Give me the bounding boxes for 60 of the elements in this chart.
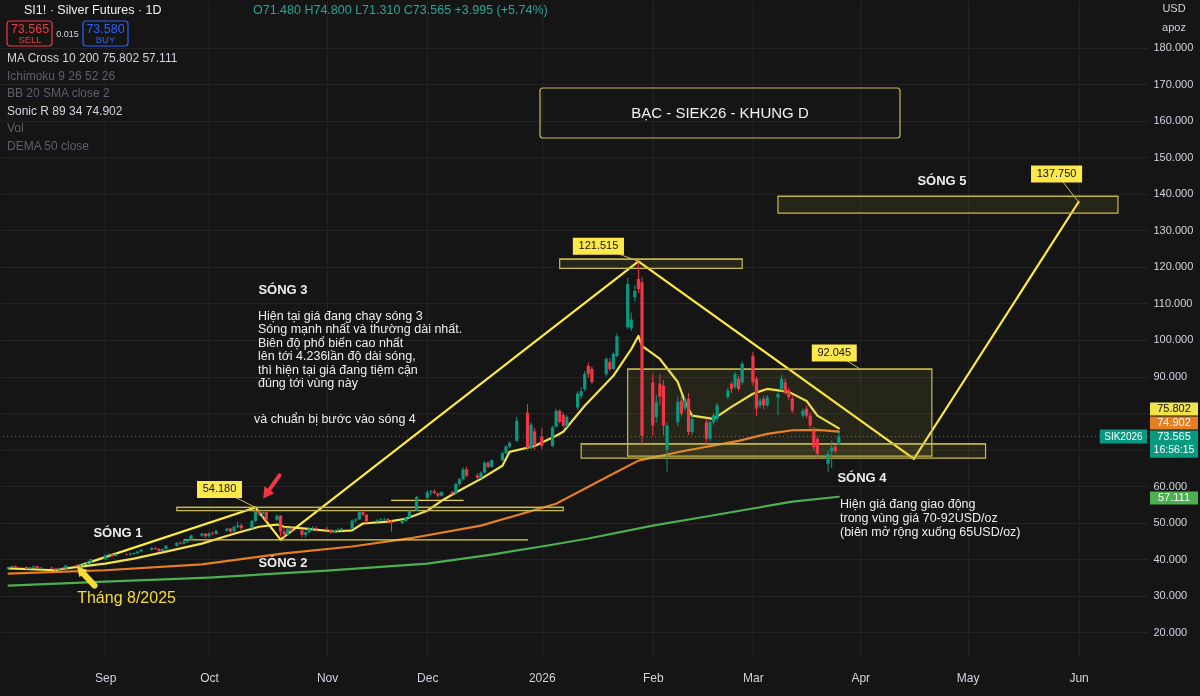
- annotation: và chuẩn bị bước vào sóng 4: [254, 412, 416, 426]
- y-tick-label: 40.000: [1153, 552, 1188, 565]
- annotation: SÓNG 4: [837, 470, 888, 485]
- x-tick-label: Jun: [1069, 670, 1089, 685]
- annotation: Ichimoku 9 26 52 26: [7, 69, 116, 83]
- annotation: SÓNG 2: [258, 555, 308, 570]
- text: 57.111: [1157, 491, 1191, 503]
- annotation: O71.480 H74.800 L71.310 C73.565 +3.995 (+5.74%): [253, 3, 548, 17]
- chart-subtitle: SI1! · Silver Futures · 1D: [24, 3, 162, 17]
- y-tick-label: 160.000: [1153, 114, 1194, 127]
- y-tick-label: 180.000: [1153, 41, 1194, 54]
- annotation: Sonic R 89 34 74.902: [7, 104, 123, 118]
- annotation: SELL: [18, 33, 42, 45]
- annotation: MA Cross 10 200 75.802 57.111: [7, 51, 178, 65]
- x-tick-label: Dec: [417, 670, 439, 685]
- text: BẠC - SIEK26 - KHUNG D: [631, 104, 809, 121]
- y-tick-label: 30.000: [1153, 589, 1188, 602]
- annotation: 0.015: [56, 29, 79, 39]
- y-tick-label: 140.000: [1153, 187, 1194, 200]
- y-tick-label: 60.000: [1153, 479, 1188, 492]
- text: 73.565: [1157, 430, 1191, 442]
- y-tick-label: 20.000: [1153, 625, 1188, 638]
- y-tick-label: 130.000: [1153, 223, 1194, 236]
- y-tick-label: 150.000: [1153, 150, 1194, 163]
- x-tick-label: May: [956, 670, 980, 685]
- x-tick-label: Nov: [316, 670, 339, 685]
- annotation: BUY: [95, 33, 116, 45]
- x-tick-label: Sep: [95, 670, 117, 685]
- annotation: 121.515: [578, 239, 619, 252]
- annotation: 73.565: [10, 22, 50, 36]
- x-tick-label: Feb: [642, 670, 664, 685]
- annotation: SÓNG 3: [258, 282, 308, 297]
- annotation: Hiện tại giá đang chạy sóng 3 Sóng mạnh nhất và thường dài nhất. Biên độ phổ biến cao nhất lên tới 4.236lần độ dài sóng, thì hiện tại giá đang tiệm cận đúng tới vùng này: [258, 309, 463, 390]
- annotation: BB 20 SMA close 2: [7, 86, 111, 100]
- y-tick-label: 100.000: [1153, 333, 1194, 346]
- x-tick-label: Mar: [743, 670, 764, 685]
- annotation: Vol: [7, 121, 24, 135]
- annotation: 54.180: [202, 482, 237, 495]
- y-tick-label: 170.000: [1153, 77, 1194, 90]
- x-tick-label: Apr: [851, 670, 871, 685]
- annotation: SÓNG 5: [917, 173, 967, 188]
- annotation: Hiện giá đang giao động trong vùng giá 70-92USD/oz (biên mở rộng xuống 65USD/oz): [840, 497, 1021, 539]
- annotation: DEMA 50 close: [7, 139, 90, 153]
- x-tick-label: Oct: [200, 670, 220, 685]
- y-tick-label: 120.000: [1153, 260, 1194, 273]
- annotation: 92.045: [817, 346, 852, 359]
- text: apoz: [1162, 21, 1186, 33]
- annotation: 73.580: [86, 22, 125, 36]
- x-tick-label: 2026: [528, 670, 556, 685]
- y-tick-label: 90.000: [1153, 370, 1188, 383]
- text: 74.902: [1157, 416, 1191, 428]
- ref-line-label: SIK2026: [1104, 430, 1144, 442]
- text: 75.802: [1157, 402, 1191, 414]
- text: USD: [1162, 2, 1186, 14]
- annotation: 137.750: [1036, 166, 1077, 179]
- y-tick-label: 50.000: [1153, 516, 1188, 529]
- annotation: SÓNG 1: [93, 525, 143, 540]
- annotation: Tháng 8/2025: [77, 588, 177, 606]
- y-tick-label: 110.000: [1153, 296, 1193, 309]
- text: 16:56:15: [1153, 443, 1195, 455]
